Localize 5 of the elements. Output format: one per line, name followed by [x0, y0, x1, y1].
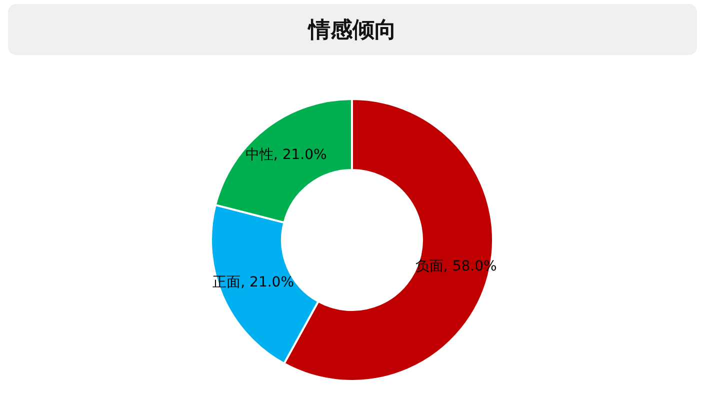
data-label: , 21.0%	[240, 274, 294, 291]
slice-label: 中性	[245, 147, 274, 164]
slice-label: 负面	[415, 258, 444, 275]
data-label: , 21.0%	[273, 147, 327, 164]
chart-title: 情感倾向	[8, 4, 697, 55]
